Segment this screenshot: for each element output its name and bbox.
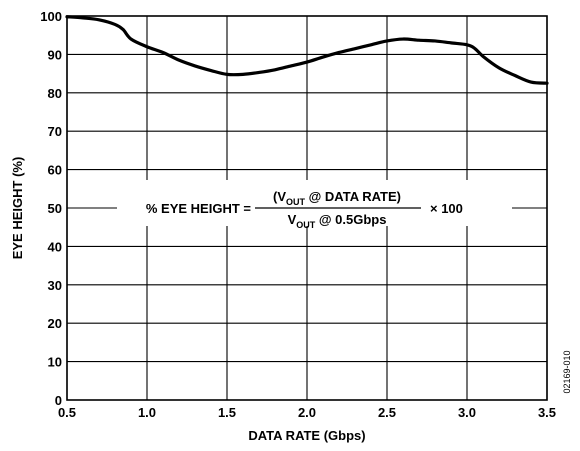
y-tick-label: 20	[48, 316, 62, 331]
x-tick-label: 2.5	[378, 405, 396, 420]
numerator-pre: (V	[273, 189, 286, 204]
y-tick-label: 30	[48, 278, 62, 293]
x-tick-label: 1.5	[218, 405, 236, 420]
y-tick-label: 70	[48, 124, 62, 139]
x-tick-label: 3.5	[538, 405, 556, 420]
y-axis-label: EYE HEIGHT (%)	[10, 157, 25, 260]
x-tick-labels: 0.5 1.0 1.5 2.0 2.5 3.0 3.5	[58, 405, 556, 420]
y-tick-label: 90	[48, 47, 62, 62]
y-tick-label: 100	[40, 9, 62, 24]
figure-id: 02169-010	[562, 350, 572, 393]
formula-right: × 100	[430, 201, 463, 216]
y-tick-label: 80	[48, 86, 62, 101]
denominator-post: @ 0.5Gbps	[315, 212, 386, 227]
eye-height-formula: % EYE HEIGHT = (VOUT @ DATA RATE) VOUT @…	[117, 180, 512, 230]
eye-height-curve	[65, 15, 549, 85]
numerator-subscript: OUT	[286, 197, 306, 207]
y-tick-labels: 0 10 20 30 40 50 60 70 80 90 100	[40, 9, 62, 408]
y-tick-label: 60	[48, 163, 62, 178]
x-tick-label: 3.0	[458, 405, 476, 420]
y-tick-label: 0	[55, 393, 62, 408]
numerator-post: @ DATA RATE)	[305, 189, 401, 204]
plot-frame	[66, 15, 548, 401]
formula-background	[117, 180, 512, 226]
denominator-subscript: OUT	[296, 220, 316, 230]
y-tick-label: 10	[48, 355, 62, 370]
y-tick-label: 50	[48, 201, 62, 216]
x-axis-label: DATA RATE (Gbps)	[248, 428, 365, 443]
y-tick-label: 40	[48, 239, 62, 254]
x-tick-label: 0.5	[58, 405, 76, 420]
x-tick-label: 2.0	[298, 405, 316, 420]
formula-numerator: (VOUT @ DATA RATE)	[273, 189, 401, 207]
formula-denominator: VOUT @ 0.5Gbps	[288, 212, 387, 230]
x-tick-label: 1.0	[138, 405, 156, 420]
formula-left: % EYE HEIGHT =	[146, 201, 252, 216]
denominator-pre: V	[288, 212, 297, 227]
